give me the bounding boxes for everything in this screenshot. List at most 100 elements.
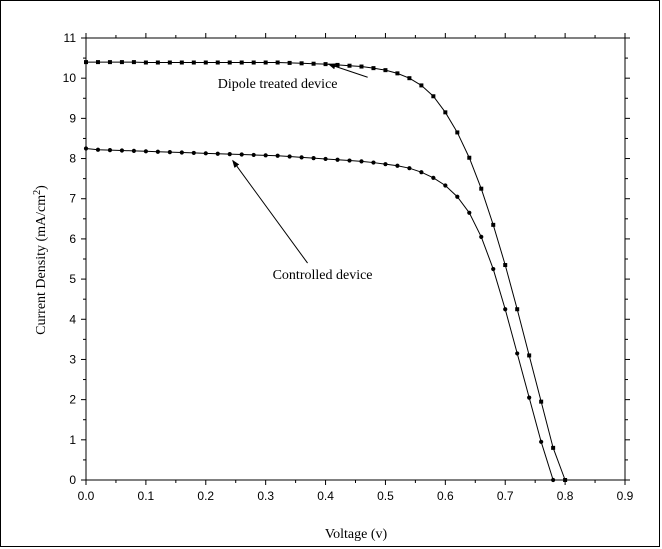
data-point <box>155 60 160 65</box>
annotation-controlled_label: Controlled device <box>232 159 373 283</box>
data-point <box>479 234 484 239</box>
y-axis-label-close: ) <box>34 185 49 190</box>
x-tick-label: 0.9 <box>617 489 634 503</box>
data-point <box>407 166 412 171</box>
y-axis-label-sup: 2 <box>32 190 43 195</box>
data-point <box>95 147 101 152</box>
data-point <box>467 155 472 160</box>
series-line-controlled <box>85 148 554 481</box>
data-point <box>95 60 100 65</box>
data-point <box>359 159 364 164</box>
data-point <box>371 66 376 71</box>
data-point <box>299 155 304 160</box>
data-point <box>167 60 172 65</box>
x-tick-label: 0.7 <box>497 489 514 503</box>
data-point <box>251 60 256 65</box>
x-tick-label: 0.3 <box>257 489 274 503</box>
data-point <box>347 158 352 163</box>
data-point <box>491 222 496 227</box>
data-point <box>143 149 148 154</box>
x-tick-label: 0.2 <box>197 489 214 503</box>
data-point <box>155 149 160 154</box>
x-tick-label: 0.1 <box>138 489 155 503</box>
data-point <box>503 263 508 268</box>
annotation-arrow-controlled_label <box>232 159 308 264</box>
y-tick-label: 1 <box>69 433 76 447</box>
annotation-dipole_label: Dipole treated device <box>218 63 368 92</box>
data-point <box>395 71 400 76</box>
y-tick-label: 4 <box>69 312 76 326</box>
data-point <box>251 152 256 158</box>
data-point <box>371 160 376 165</box>
data-point <box>287 154 292 159</box>
annotation-layer: Dipole treated device Controlled device <box>218 63 373 283</box>
data-point <box>443 183 448 188</box>
y-tick-label: 9 <box>69 111 76 125</box>
data-point <box>239 152 244 157</box>
data-point <box>239 60 244 65</box>
y-tick-label: 5 <box>69 272 76 286</box>
annotation-arrow-dipole_label <box>327 63 368 78</box>
y-tick-label: 10 <box>63 71 77 85</box>
data-point <box>215 60 220 65</box>
series-controlled <box>83 146 556 483</box>
x-tick-label: 0.6 <box>437 489 454 503</box>
x-tick-label: 0.0 <box>78 489 95 503</box>
data-point <box>227 152 232 157</box>
y-tick-label: 2 <box>69 393 76 407</box>
x-axis-label: Voltage (v) <box>325 527 388 542</box>
data-point <box>407 76 412 81</box>
data-point <box>311 61 316 66</box>
data-point <box>455 194 460 199</box>
data-point <box>467 210 472 215</box>
data-point <box>167 150 172 155</box>
data-point <box>539 399 544 404</box>
data-point <box>84 60 88 65</box>
data-point <box>431 175 436 180</box>
data-point <box>263 153 268 158</box>
data-point <box>335 62 340 67</box>
data-point <box>515 351 520 356</box>
data-point <box>191 150 196 156</box>
series-dipole <box>84 60 568 482</box>
y-tick-label: 7 <box>69 192 76 206</box>
y-axis-ticks: 0 1 2 3 4 5 6 7 8 9 10 11 <box>63 31 630 487</box>
data-point <box>83 146 89 151</box>
data-point <box>527 395 532 400</box>
data-point <box>443 110 448 115</box>
data-point <box>527 353 532 358</box>
data-point <box>179 60 184 65</box>
data-point <box>311 156 316 161</box>
data-point <box>383 162 388 167</box>
data-point <box>551 445 556 450</box>
data-point <box>131 60 136 65</box>
annotation-text-dipole_label: Dipole treated device <box>218 77 338 92</box>
y-axis-label: Current Density (mA/cm2) <box>32 185 50 335</box>
data-point <box>299 61 304 66</box>
data-point <box>479 186 484 191</box>
x-tick-label: 0.5 <box>377 489 394 503</box>
data-point <box>515 307 520 312</box>
data-point <box>287 60 292 65</box>
data-point <box>563 478 568 482</box>
data-point <box>203 60 208 65</box>
data-point <box>335 157 340 162</box>
data-point <box>131 148 137 154</box>
y-tick-label: 3 <box>69 352 76 366</box>
data-point <box>383 68 388 73</box>
data-point <box>263 60 268 65</box>
y-tick-label: 0 <box>69 473 76 487</box>
x-tick-label: 0.8 <box>557 489 574 503</box>
data-point <box>107 60 112 65</box>
data-point <box>323 156 328 162</box>
x-axis-ticks: 0.0 0.1 0.2 0.3 0.4 0.5 0.6 0.7 0.8 0.9 <box>78 33 634 503</box>
data-point <box>119 60 124 65</box>
x-tick-label: 0.4 <box>317 489 334 503</box>
y-tick-label: 11 <box>64 31 77 45</box>
data-point <box>275 60 280 65</box>
data-point <box>503 307 508 312</box>
data-point <box>323 62 328 67</box>
y-axis-label-main: Current Density (mA/cm <box>34 195 49 335</box>
